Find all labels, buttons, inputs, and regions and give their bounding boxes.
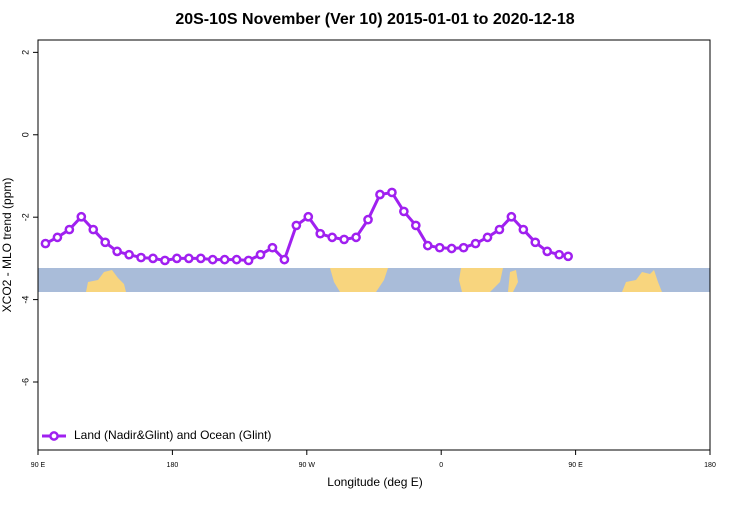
point [327,232,338,243]
point [399,206,409,217]
point [219,254,230,265]
x-tick-label: 90 E [568,462,583,469]
point [64,224,75,235]
map-strip [38,268,710,292]
point [494,224,505,235]
point [243,255,254,266]
point [148,253,158,264]
land [330,268,388,292]
point [183,253,194,264]
point [279,254,290,265]
x-axis-label: Longitude (deg E) [327,475,422,489]
x-tick-label: 0 [439,462,443,469]
land [508,270,518,292]
point [530,237,541,248]
plot-frame [37,39,711,451]
point [124,249,134,260]
point [160,255,170,266]
y-tick-label: 0 [20,132,30,137]
y-tick-label: -2 [20,213,30,221]
land [622,270,662,292]
point [52,232,63,243]
y-tick-label: -4 [20,296,30,304]
point [339,234,349,245]
point [303,211,314,222]
point [267,242,278,253]
point [410,220,421,231]
y-tick-label: -6 [20,378,30,386]
point [351,232,361,243]
point [434,242,445,253]
point [100,237,111,248]
point [315,228,326,239]
land [459,268,503,292]
point [136,252,146,263]
point [422,240,433,251]
y-tick-label: 2 [20,50,30,55]
point [482,232,493,243]
x-tick-label: 180 [167,462,179,469]
series-line [44,190,569,263]
x-tick-label: 180 [704,462,716,469]
point [40,238,51,249]
point [231,254,242,265]
point [470,238,481,249]
legend-marker [49,431,59,441]
point [554,249,565,260]
point [76,211,87,222]
point [207,254,218,265]
point [518,224,529,235]
point [172,253,182,264]
legend-label: Land (Nadir&Glint) and Ocean (Glint) [74,428,271,442]
land [86,270,126,292]
point [458,242,469,253]
y-axis-label: XCO2 - MLO trend (ppm) [0,178,14,313]
point [195,253,206,264]
point [506,211,517,222]
point [542,246,553,257]
point [375,189,385,200]
point [563,251,573,262]
point [88,224,99,235]
chart-title: 20S-10S November (Ver 10) 2015-01-01 to … [175,11,574,28]
point [291,220,302,231]
point [363,214,373,225]
x-tick-label: 90 E [31,462,46,469]
point [112,246,122,257]
point [387,187,397,198]
point [446,243,457,254]
x-tick-label: 90 W [299,462,316,469]
point [255,249,266,260]
